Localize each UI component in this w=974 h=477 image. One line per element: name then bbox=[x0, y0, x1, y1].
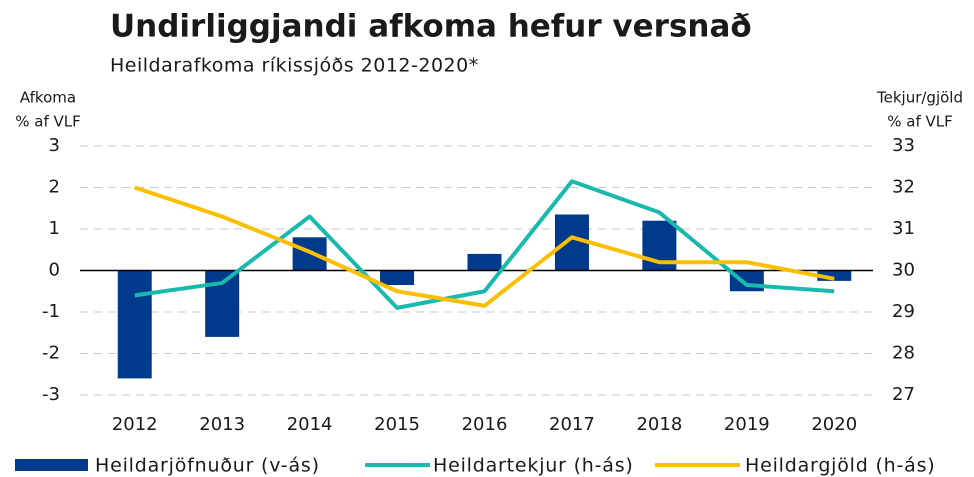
y-axis-label: Afkoma bbox=[20, 89, 76, 107]
bar bbox=[380, 270, 415, 286]
x-tick-label: 2019 bbox=[724, 414, 770, 435]
x-tick-label: 2018 bbox=[636, 414, 682, 435]
x-tick-label: 2012 bbox=[112, 414, 158, 435]
y2-tick-label: 32 bbox=[892, 177, 915, 198]
y-tick-label: 1 bbox=[49, 218, 60, 239]
legend-label: Heildargjöld (h-ás) bbox=[745, 455, 936, 477]
y2-tick-label: 31 bbox=[892, 218, 915, 239]
y-tick-label: 0 bbox=[49, 260, 60, 281]
legend-label: Heildartekjur (h-ás) bbox=[433, 455, 634, 477]
legend-swatch bbox=[15, 459, 88, 471]
x-tick-label: 2017 bbox=[549, 414, 595, 435]
x-tick-label: 2015 bbox=[374, 414, 420, 435]
y-tick-label: -2 bbox=[42, 343, 60, 364]
x-tick-label: 2013 bbox=[199, 414, 245, 435]
y-tick-label: -1 bbox=[42, 301, 60, 322]
y2-axis-label: Tekjur/gjöld bbox=[876, 89, 963, 107]
bar bbox=[117, 270, 152, 379]
y2-tick-label: 30 bbox=[892, 260, 915, 281]
chart-title: Undirliggjandi afkoma hefur versnað bbox=[110, 9, 752, 45]
y-tick-label: 2 bbox=[49, 177, 60, 198]
x-tick-label: 2020 bbox=[811, 414, 857, 435]
bar bbox=[467, 253, 502, 271]
x-tick-label: 2016 bbox=[462, 414, 508, 435]
y2-tick-label: 29 bbox=[892, 301, 915, 322]
bar bbox=[817, 270, 852, 281]
y-tick-label: 3 bbox=[49, 135, 60, 156]
y2-tick-label: 28 bbox=[892, 343, 915, 364]
x-tick-label: 2014 bbox=[287, 414, 333, 435]
y2-tick-label: 27 bbox=[892, 384, 915, 405]
legend-label: Heildarjöfnuður (v-ás) bbox=[95, 455, 320, 477]
y2-axis-label: % af VLF bbox=[887, 113, 953, 131]
chart-subtitle: Heildarafkoma ríkissjóðs 2012-2020* bbox=[110, 55, 479, 77]
line bbox=[134, 185, 835, 308]
y2-tick-label: 33 bbox=[892, 135, 915, 156]
line bbox=[134, 179, 835, 310]
y-axis-label: % af VLF bbox=[15, 113, 81, 131]
y-tick-label: -3 bbox=[42, 384, 60, 405]
